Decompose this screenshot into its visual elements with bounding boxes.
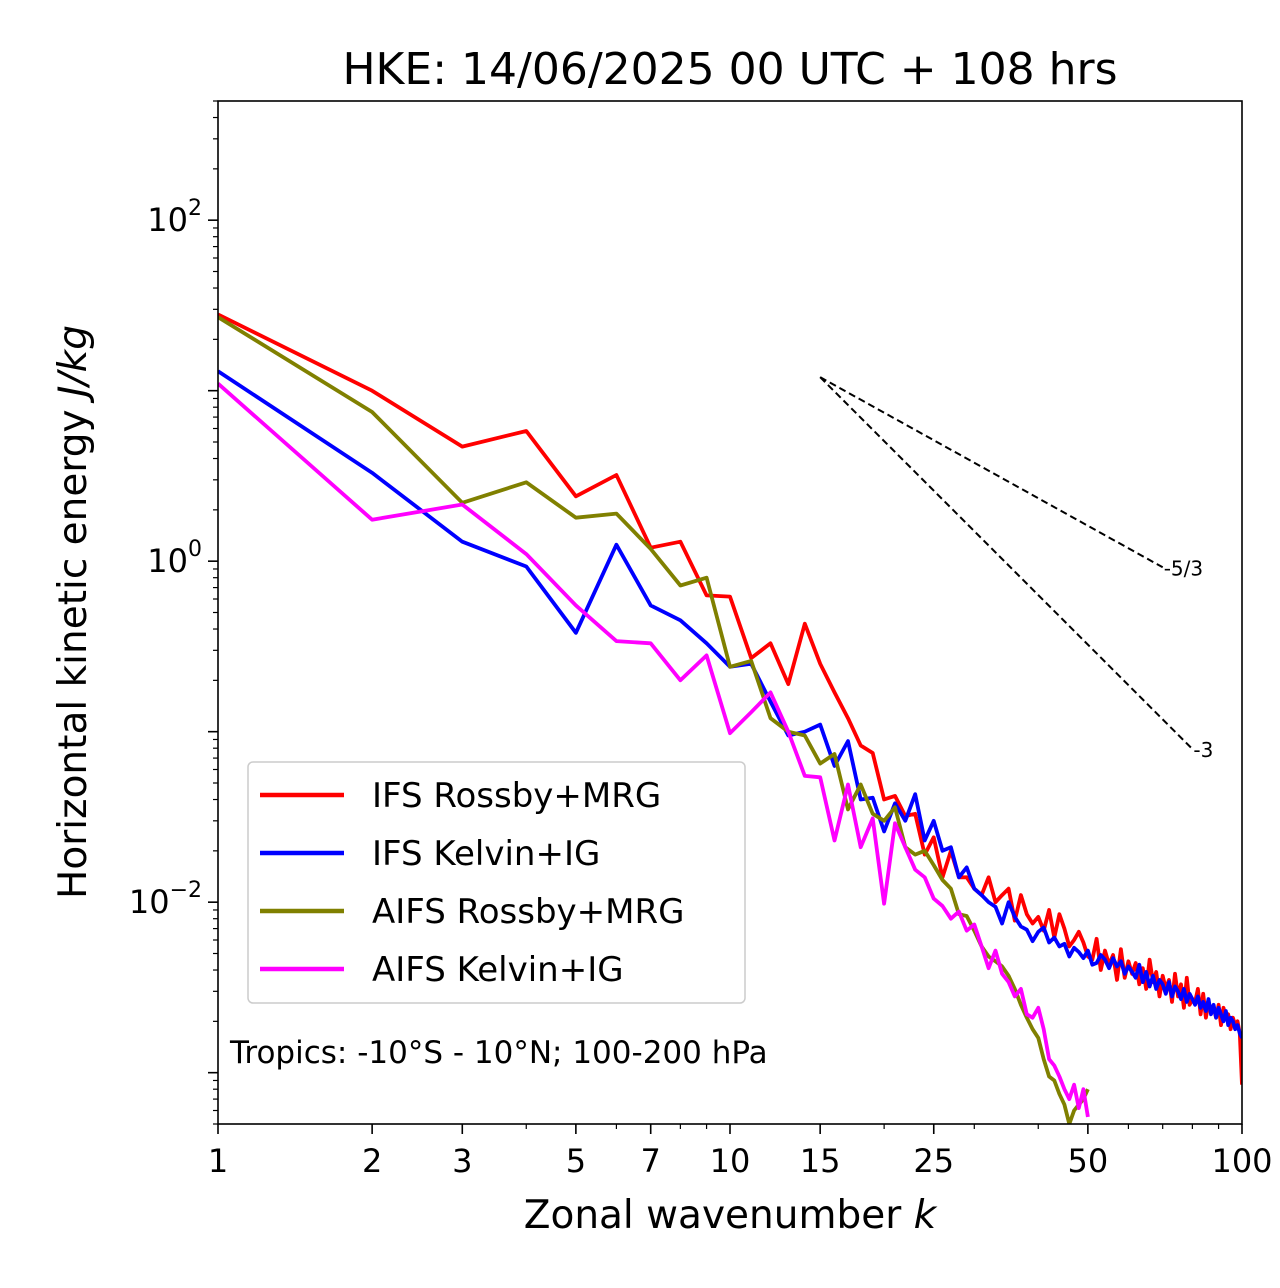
x-tick-label: 7 [641,1142,661,1180]
reference-line-1 [819,376,1164,569]
series-line-2 [218,369,1242,1039]
x-axis-label-var: k [914,1193,938,1238]
x-axis-label: Zonal wavenumber k [524,1193,938,1238]
x-axis-label-text: Zonal wavenumber [524,1193,902,1238]
series-line-3 [218,315,1090,1124]
legend-label-2: IFS Kelvin+IG [372,834,600,874]
legend: IFS Rossby+MRG IFS Kelvin+IG AIFS Rossby+M… [247,761,746,1004]
region-annotation: Tropics: -10°S - 10°N; 100-200 hPa [229,1035,768,1071]
reference-line-2 [819,376,1194,750]
legend-label-4: AIFS Kelvin+IG [372,950,624,990]
x-tick-label: 1 [208,1142,228,1180]
legend-label-3: AIFS Rossby+MRG [372,892,684,932]
y-tick-label: 102 [147,196,202,239]
y-tick-label: 100 [147,537,202,580]
x-axis-ticks: 1 2 3 5 7 10 15 25 50 100 [208,1124,1273,1180]
plot-frame [217,100,1243,1125]
x-tick-label: 100 [1211,1142,1272,1180]
y-tick-label: 10−2 [129,878,202,921]
y-axis-ticks: 10−2 100 102 [129,100,218,1125]
legend-box [247,761,746,1004]
series-line-4 [218,382,1090,1118]
y-axis-label-text: Horizontal kinetic energy [51,409,96,899]
series-lines [218,312,1242,1124]
reference-slope-lines: -5/3 -3 [819,376,1213,762]
y-axis-label: Horizontal kinetic energy J/kg [51,325,96,899]
reference-label-2: -3 [1193,738,1213,762]
reference-label-1: -5/3 [1164,556,1203,580]
legend-label-1: IFS Rossby+MRG [372,776,661,816]
chart-title: HKE: 14/06/2025 00 UTC + 108 hrs [342,44,1117,95]
y-axis-label-unit: J/kg [51,325,96,404]
x-tick-label: 25 [913,1142,954,1180]
x-tick-label: 15 [800,1142,841,1180]
x-tick-label: 3 [452,1142,472,1180]
x-tick-label: 10 [710,1142,751,1180]
x-tick-label: 2 [362,1142,382,1180]
x-tick-label: 5 [566,1142,586,1180]
x-tick-label: 50 [1068,1142,1109,1180]
